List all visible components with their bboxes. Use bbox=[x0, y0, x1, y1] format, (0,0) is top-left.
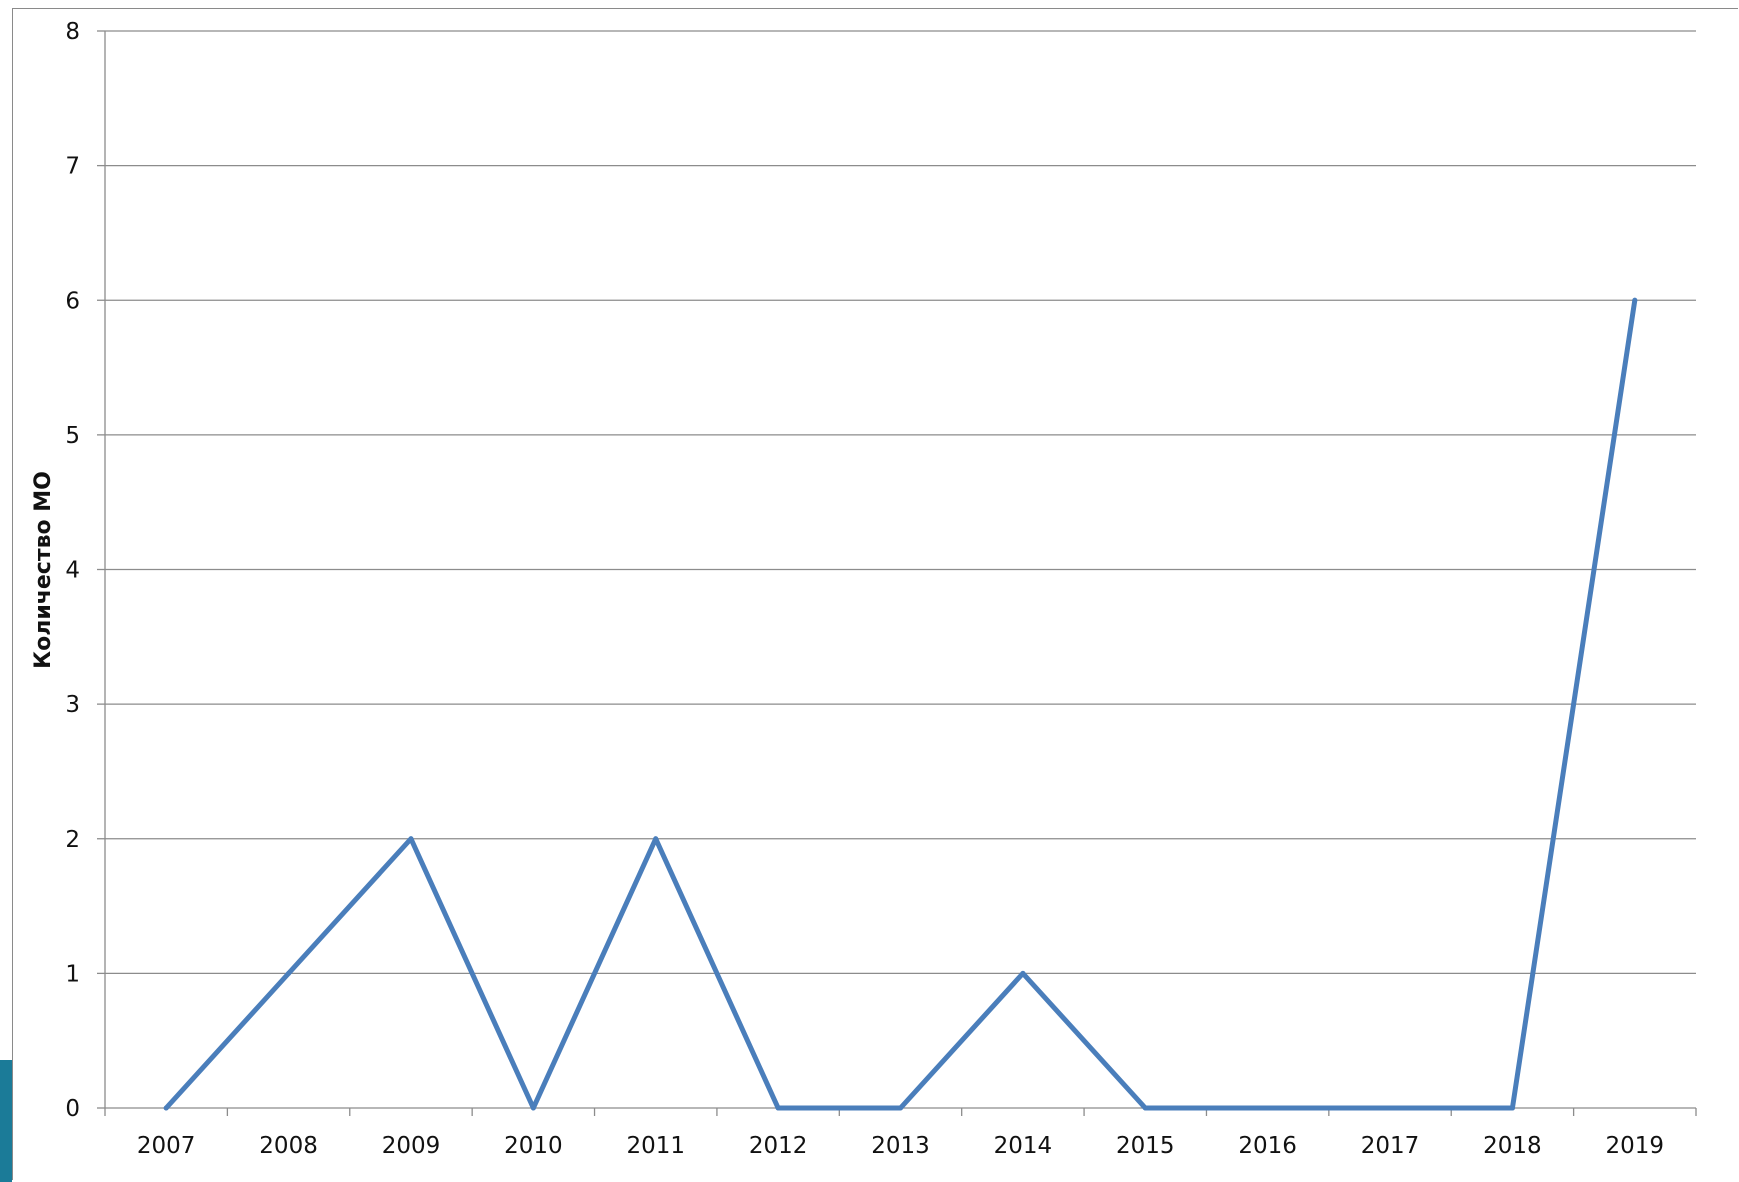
gridlines bbox=[105, 30, 1696, 975]
y-tick-label: 1 bbox=[65, 961, 80, 987]
y-tick-labels: 0 1 2 3 4 5 6 7 8 bbox=[65, 19, 80, 1122]
data-point bbox=[1265, 1105, 1271, 1111]
x-tick-label: 2017 bbox=[1361, 1133, 1420, 1159]
x-tick-label: 2011 bbox=[626, 1133, 685, 1159]
data-point bbox=[1142, 1105, 1148, 1111]
data-point bbox=[653, 836, 659, 842]
slide-accent-edge bbox=[0, 1060, 12, 1182]
x-tick-label: 2013 bbox=[871, 1133, 930, 1159]
chart-frame bbox=[12, 8, 1738, 1180]
data-point bbox=[163, 1105, 169, 1111]
y-tick-label: 2 bbox=[65, 827, 80, 853]
data-point bbox=[898, 1105, 903, 1111]
x-tick-label: 2009 bbox=[382, 1133, 441, 1159]
x-tick-label: 2007 bbox=[137, 1133, 196, 1159]
y-tick-label: 3 bbox=[65, 692, 80, 718]
y-tick-label: 4 bbox=[65, 558, 80, 584]
x-tick-label: 2016 bbox=[1238, 1133, 1297, 1159]
x-tick-label: 2019 bbox=[1606, 1133, 1665, 1159]
series bbox=[163, 297, 1638, 1111]
data-point bbox=[1632, 297, 1638, 303]
data-point bbox=[408, 836, 414, 842]
data-point bbox=[286, 970, 292, 976]
y-axis-title: Количество МО bbox=[31, 471, 56, 669]
data-point bbox=[1509, 1105, 1515, 1111]
y-tick-label: 7 bbox=[65, 154, 80, 180]
y-tick-label: 5 bbox=[65, 423, 80, 449]
data-point bbox=[530, 1105, 536, 1111]
data-point bbox=[1020, 970, 1026, 976]
y-tick-label: 6 bbox=[65, 288, 80, 314]
x-tick-label: 2014 bbox=[994, 1133, 1053, 1159]
y-tick-label: 0 bbox=[65, 1096, 80, 1122]
x-tick-label: 2008 bbox=[259, 1133, 318, 1159]
x-tick-label: 2018 bbox=[1483, 1133, 1542, 1159]
x-tick-label: 2012 bbox=[749, 1133, 808, 1159]
x-tick-label: 2010 bbox=[504, 1133, 563, 1159]
y-tick-label: 8 bbox=[65, 19, 80, 45]
x-tick-labels: 2007 2008 2009 2010 2011 2012 2013 2014 2015 2016… bbox=[137, 1133, 1664, 1159]
x-tick-label: 2015 bbox=[1116, 1133, 1175, 1159]
data-point bbox=[1387, 1105, 1393, 1111]
axes bbox=[97, 30, 1697, 1116]
data-point bbox=[775, 1105, 781, 1111]
